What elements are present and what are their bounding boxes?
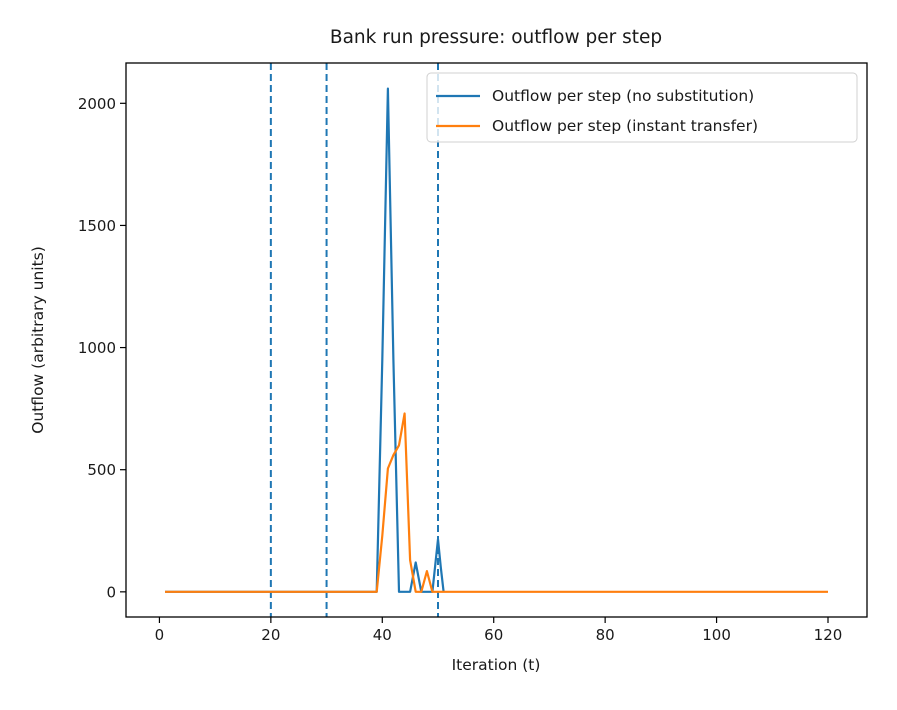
y-axis-label: Outflow (arbitrary units) — [29, 246, 47, 434]
x-tick-label: 40 — [373, 626, 392, 644]
x-tick-label: 100 — [702, 626, 731, 644]
y-axis-ticks: 0 500 1000 1500 2000 — [78, 95, 126, 601]
legend-label-no-substitution: Outflow per step (no substitution) — [492, 87, 754, 105]
axes-frame — [126, 63, 867, 617]
series-line-1 — [165, 412, 828, 593]
plot-area — [125, 62, 868, 618]
y-tick-label: 0 — [106, 583, 116, 601]
y-tick-label: 1000 — [78, 339, 116, 357]
chart-title: Bank run pressure: outflow per step — [330, 27, 662, 48]
x-tick-label: 80 — [596, 626, 615, 644]
x-tick-label: 120 — [814, 626, 843, 644]
y-tick-label: 2000 — [78, 95, 116, 113]
x-tick-label: 0 — [155, 626, 165, 644]
y-tick-label: 1500 — [78, 217, 116, 235]
x-tick-label: 20 — [261, 626, 280, 644]
legend-box — [426, 72, 858, 143]
legend-label-instant-transfer: Outflow per step (instant transfer) — [492, 117, 758, 135]
legend: Outflow per step (no substitution) Outfl… — [426, 72, 858, 143]
x-tick-label: 60 — [484, 626, 503, 644]
y-tick-label: 500 — [87, 461, 116, 479]
series-line-0 — [165, 87, 445, 593]
reference-lines — [269, 63, 439, 617]
x-axis-ticks: 0 20 40 60 80 100 120 — [155, 617, 843, 644]
data-series — [165, 87, 828, 593]
x-axis-label: Iteration (t) — [452, 656, 541, 674]
axes-border — [125, 62, 868, 618]
